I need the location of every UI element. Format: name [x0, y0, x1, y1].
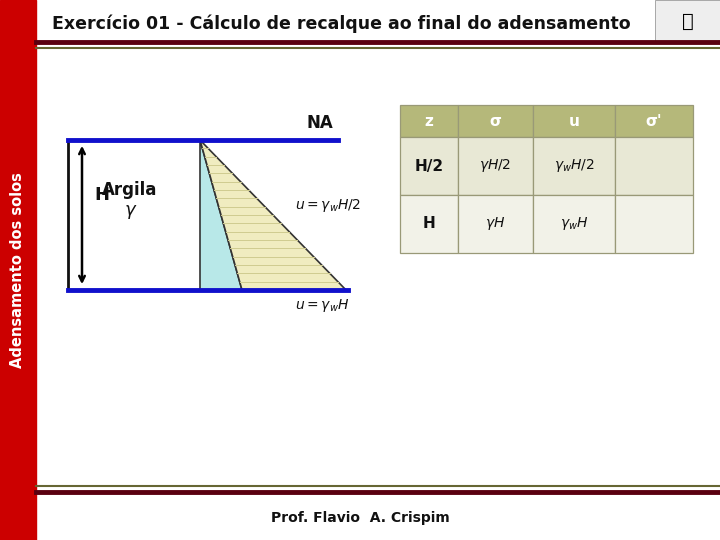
Text: γ: γ — [125, 201, 135, 219]
Bar — [615, 137, 693, 195]
Text: Prof. Flavio  A. Crispim: Prof. Flavio A. Crispim — [271, 511, 449, 525]
Bar — [533, 105, 615, 137]
Text: Exercício 01 - Cálculo de recalque ao final do adensamento: Exercício 01 - Cálculo de recalque ao fi… — [52, 15, 631, 33]
Text: $\gamma H$: $\gamma H$ — [485, 215, 505, 233]
Text: $\gamma H/2$: $\gamma H/2$ — [480, 158, 512, 174]
Text: σ': σ' — [646, 113, 662, 129]
Text: H/2: H/2 — [415, 159, 444, 173]
Bar — [400, 137, 458, 195]
Polygon shape — [200, 140, 242, 290]
Bar — [615, 105, 693, 137]
Bar — [400, 195, 458, 253]
Polygon shape — [200, 140, 346, 290]
Bar — [615, 195, 693, 253]
Text: Adensamento dos solos: Adensamento dos solos — [11, 172, 25, 368]
Bar — [533, 137, 615, 195]
Text: $\gamma_w H$: $\gamma_w H$ — [559, 215, 588, 233]
Bar — [400, 105, 458, 137]
Bar — [458, 105, 533, 137]
Text: 🏛: 🏛 — [682, 11, 694, 30]
Bar — [533, 195, 615, 253]
Text: H: H — [94, 186, 109, 204]
Text: NA: NA — [306, 114, 333, 132]
Text: z: z — [425, 113, 433, 129]
Bar — [458, 195, 533, 253]
Text: Argila: Argila — [102, 181, 158, 199]
Bar — [0, 0, 36, 540]
Bar — [458, 137, 533, 195]
Text: u: u — [569, 113, 580, 129]
Text: σ: σ — [490, 113, 501, 129]
Text: $\gamma_w H/2$: $\gamma_w H/2$ — [554, 158, 594, 174]
Text: H: H — [423, 217, 436, 232]
Text: $u = \gamma_w H$: $u = \gamma_w H$ — [295, 296, 349, 314]
Text: $u = \gamma_w H/2$: $u = \gamma_w H/2$ — [295, 197, 361, 213]
Bar — [655, 0, 720, 42]
